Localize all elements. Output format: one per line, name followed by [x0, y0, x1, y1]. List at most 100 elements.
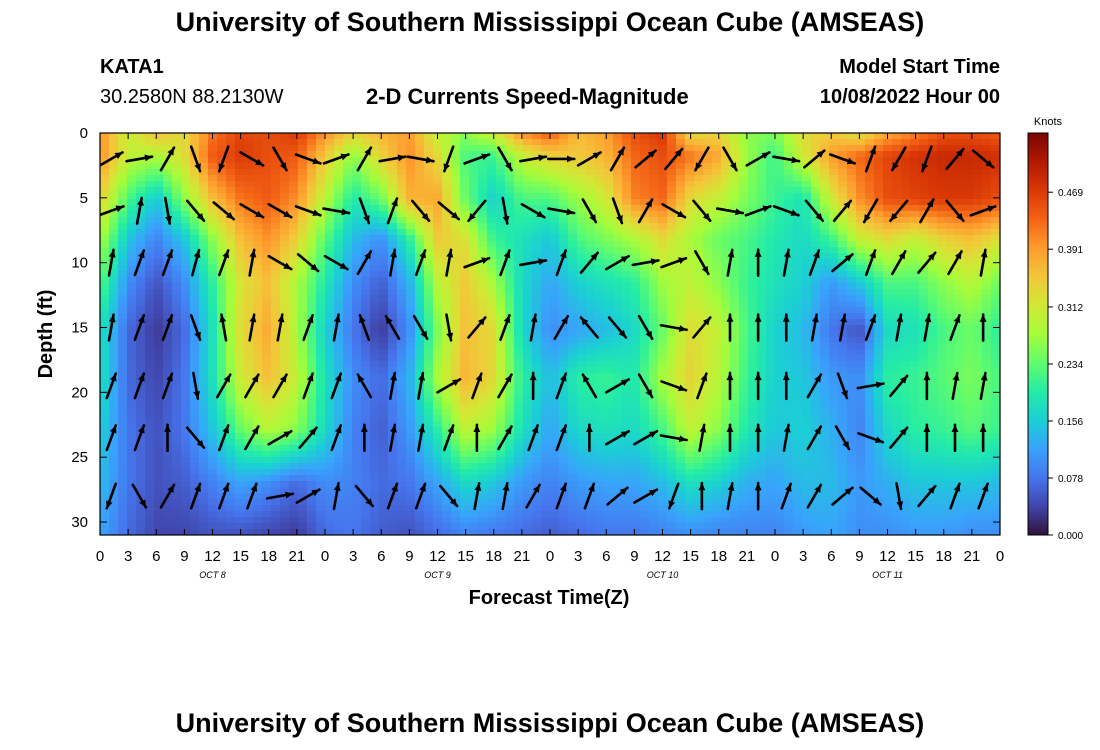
heat-cell	[577, 193, 587, 200]
heat-cell	[460, 241, 470, 248]
heat-cell	[451, 415, 461, 422]
heat-cell	[874, 133, 884, 140]
heat-cell	[190, 409, 200, 416]
heat-cell	[856, 259, 866, 266]
heat-cell	[748, 367, 758, 374]
heat-cell	[919, 247, 929, 254]
heat-cell	[721, 373, 731, 380]
heat-cell	[172, 331, 182, 338]
heat-cell	[307, 151, 317, 158]
heat-cell	[244, 403, 254, 410]
heat-cell	[838, 133, 848, 140]
heat-cell	[118, 277, 128, 284]
heat-cell	[964, 385, 974, 392]
heat-cell	[127, 181, 137, 188]
heat-cell	[190, 283, 200, 290]
heat-cell	[352, 307, 362, 314]
heat-cell	[154, 133, 164, 140]
heat-cell	[136, 397, 146, 404]
heat-cell	[901, 283, 911, 290]
heat-cell	[487, 355, 497, 362]
heat-cell	[226, 355, 236, 362]
heat-cell	[946, 355, 956, 362]
heat-cell	[883, 259, 893, 266]
heat-cell	[559, 265, 569, 272]
heat-cell	[865, 313, 875, 320]
heat-cell	[316, 289, 326, 296]
heat-cell	[712, 211, 722, 218]
heat-cell	[100, 427, 110, 434]
heat-cell	[946, 277, 956, 284]
heat-cell	[253, 355, 263, 362]
heat-cell	[838, 193, 848, 200]
heat-cell	[883, 265, 893, 272]
heat-cell	[937, 223, 947, 230]
heat-cell	[541, 349, 551, 356]
heat-cell	[685, 139, 695, 146]
heat-cell	[145, 361, 155, 368]
heat-cell	[136, 217, 146, 224]
heat-cell	[199, 157, 209, 164]
heat-cell	[316, 241, 326, 248]
heat-cell	[874, 397, 884, 404]
heat-cell	[478, 277, 488, 284]
heat-cell	[190, 187, 200, 194]
heat-cell	[298, 373, 308, 380]
heat-cell	[388, 289, 398, 296]
heat-cell	[253, 301, 263, 308]
heat-cell	[739, 313, 749, 320]
heat-cell	[523, 247, 533, 254]
heat-cell	[856, 247, 866, 254]
heat-cell	[973, 379, 983, 386]
heat-cell	[541, 175, 551, 182]
heat-cell	[397, 223, 407, 230]
heat-cell	[199, 283, 209, 290]
heat-cell	[865, 193, 875, 200]
heat-cell	[910, 319, 920, 326]
heat-cell	[163, 139, 173, 146]
heat-cell	[361, 409, 371, 416]
heat-cell	[676, 205, 686, 212]
heat-cell	[235, 361, 245, 368]
heat-cell	[622, 193, 632, 200]
heat-cell	[496, 217, 506, 224]
heat-cell	[694, 223, 704, 230]
heat-cell	[631, 247, 641, 254]
heat-cell	[334, 163, 344, 170]
heat-cell	[559, 157, 569, 164]
heat-cell	[262, 301, 272, 308]
heat-cell	[649, 343, 659, 350]
heat-cell	[757, 241, 767, 248]
heat-cell	[505, 133, 515, 140]
heat-cell	[487, 229, 497, 236]
heat-cell	[424, 343, 434, 350]
heat-cell	[622, 247, 632, 254]
heat-cell	[451, 151, 461, 158]
heat-cell	[316, 157, 326, 164]
heat-cell	[172, 217, 182, 224]
heat-cell	[289, 367, 299, 374]
heat-cell	[163, 367, 173, 374]
heat-cell	[361, 271, 371, 278]
heat-cell	[388, 271, 398, 278]
heat-cell	[172, 403, 182, 410]
heat-cell	[298, 307, 308, 314]
heat-cell	[505, 385, 515, 392]
heat-cell	[253, 229, 263, 236]
heat-cell	[343, 211, 353, 218]
heat-cell	[712, 181, 722, 188]
heat-cell	[559, 349, 569, 356]
heat-cell	[334, 283, 344, 290]
heat-cell	[478, 313, 488, 320]
heat-cell	[136, 283, 146, 290]
heat-cell	[226, 331, 236, 338]
heat-cell	[991, 241, 1000, 248]
heat-cell	[379, 199, 389, 206]
heat-cell	[424, 301, 434, 308]
heat-cell	[739, 169, 749, 176]
heat-cell	[316, 163, 326, 170]
heat-cell	[514, 331, 524, 338]
heat-cell	[262, 367, 272, 374]
heat-cell	[280, 313, 290, 320]
heat-cell	[919, 145, 929, 152]
